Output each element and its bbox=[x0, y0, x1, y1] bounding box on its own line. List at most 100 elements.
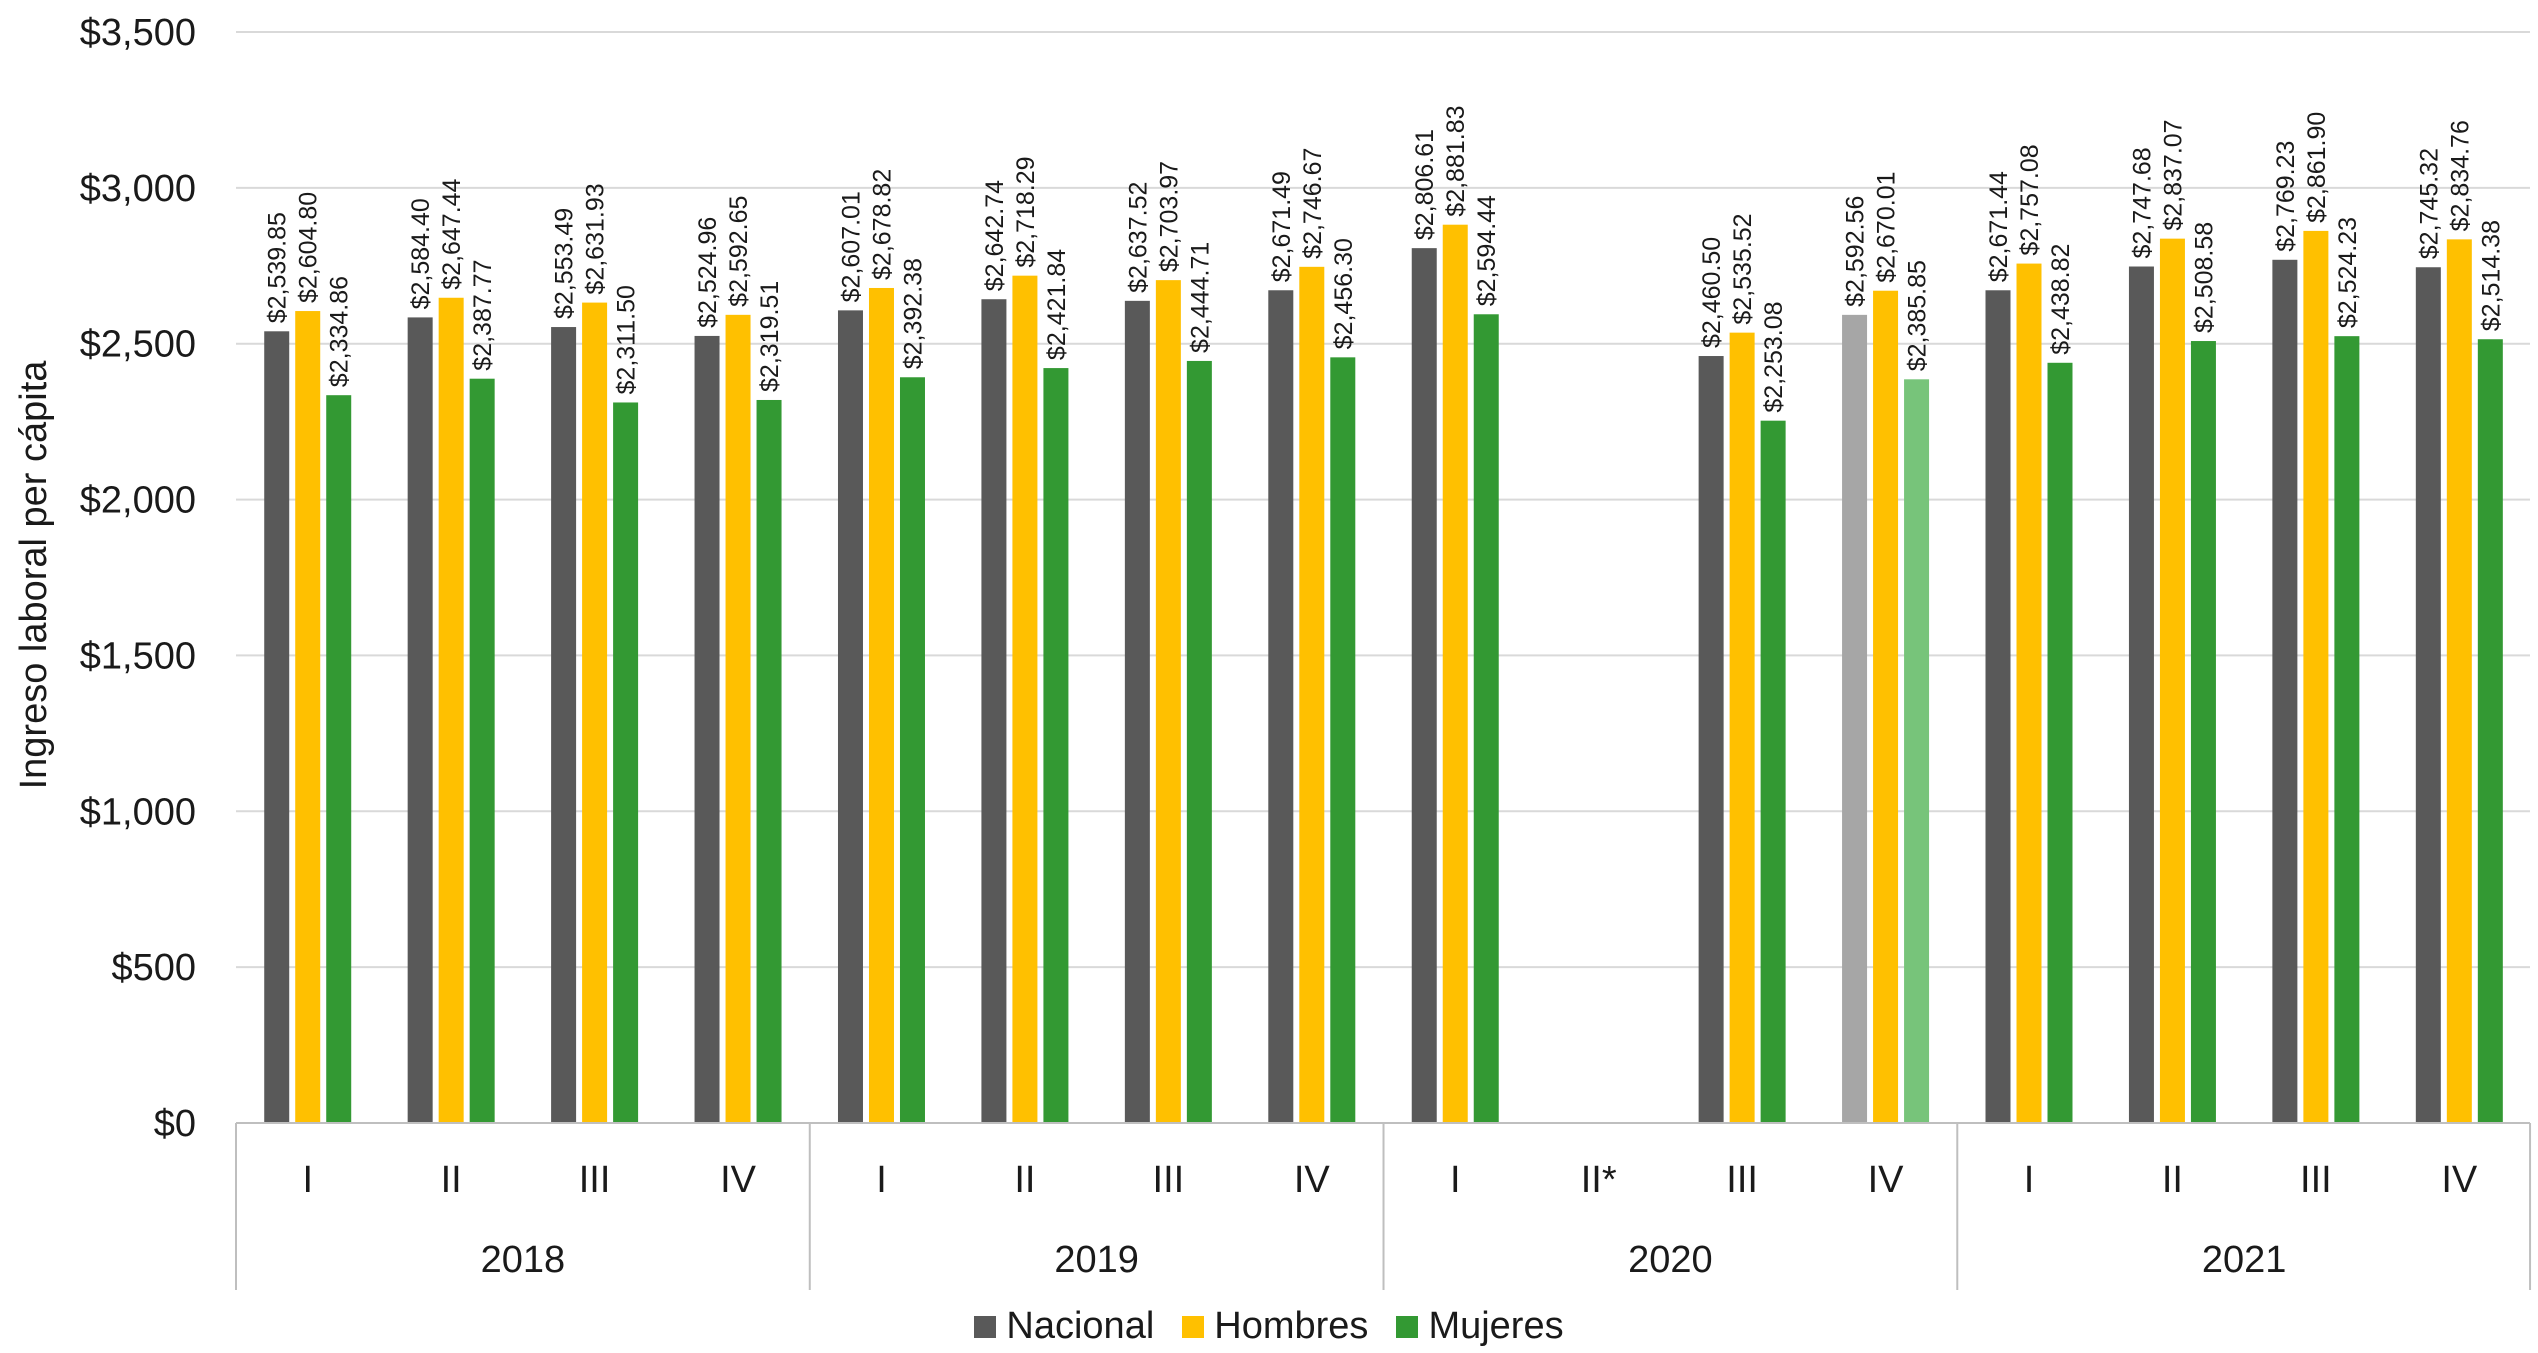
data-label: $2,861.90 bbox=[2303, 112, 2331, 223]
bar-hombres bbox=[2016, 263, 2042, 1124]
data-label: $2,438.82 bbox=[2047, 244, 2075, 355]
bar-hombres bbox=[1155, 280, 1181, 1123]
data-label: $2,253.08 bbox=[1760, 301, 1788, 412]
bar-hombres bbox=[295, 311, 321, 1123]
data-label: $2,746.67 bbox=[1299, 148, 1327, 259]
data-label: $2,508.58 bbox=[2190, 222, 2218, 333]
quarter-label: II bbox=[441, 1159, 462, 1201]
data-label: $2,670.01 bbox=[1873, 172, 1901, 283]
data-label: $2,718.29 bbox=[1012, 156, 1040, 267]
legend-label-mujeres: Mujeres bbox=[1428, 1305, 1564, 1347]
bar-hombres bbox=[2159, 238, 2185, 1123]
legend-swatch-hombres bbox=[1182, 1315, 1205, 1338]
data-label: $2,631.93 bbox=[582, 183, 610, 294]
data-label: $2,553.49 bbox=[551, 208, 579, 319]
bar-chart: Ingreso laboral per cápita $0 $500 $1,000 $… bbox=[13, 12, 2532, 1290]
bar-mujeres bbox=[613, 402, 639, 1124]
data-label: $2,514.38 bbox=[2477, 220, 2505, 331]
legend-item-mujeres: Mujeres bbox=[1396, 1305, 1564, 1348]
y-tick-label: $0 bbox=[154, 1103, 196, 1145]
bars bbox=[264, 224, 2503, 1124]
quarter-label: I bbox=[2024, 1159, 2035, 1201]
data-label: $2,757.08 bbox=[2016, 144, 2044, 255]
data-label: $2,592.56 bbox=[1842, 196, 1870, 307]
bar-nacional bbox=[2128, 266, 2154, 1123]
data-label: $2,456.30 bbox=[1330, 238, 1358, 349]
y-tick-label: $2,500 bbox=[80, 324, 196, 366]
bar-nacional bbox=[2415, 267, 2441, 1124]
data-label: $2,421.84 bbox=[1043, 249, 1071, 360]
data-label: $2,319.51 bbox=[756, 281, 784, 392]
data-label: $2,607.01 bbox=[837, 191, 865, 302]
bar-mujeres bbox=[1186, 360, 1212, 1123]
quarter-label: IV bbox=[2441, 1159, 2478, 1201]
year-label: 2019 bbox=[1054, 1239, 1139, 1281]
data-label: $2,769.23 bbox=[2272, 141, 2300, 252]
data-label: $2,747.68 bbox=[2128, 147, 2156, 258]
legend-swatch-nacional bbox=[974, 1315, 997, 1338]
data-label: $2,881.83 bbox=[1442, 105, 1470, 216]
quarter-label: IV bbox=[1294, 1159, 1331, 1201]
data-label: $2,642.74 bbox=[981, 180, 1009, 291]
bar-hombres bbox=[1873, 290, 1899, 1123]
bar-hombres bbox=[2303, 230, 2329, 1123]
y-tick-label: $500 bbox=[111, 947, 196, 989]
data-label: $2,834.76 bbox=[2446, 120, 2474, 231]
bar-nacional bbox=[1698, 356, 1724, 1124]
quarter-label: II bbox=[2162, 1159, 2183, 1201]
bar-hombres bbox=[1012, 275, 1038, 1123]
quarter-label: II bbox=[1014, 1159, 1035, 1201]
bar-nacional bbox=[1985, 290, 2011, 1123]
bar-mujeres bbox=[1473, 314, 1499, 1123]
quarter-label: I bbox=[876, 1159, 887, 1201]
legend-label-nacional: Nacional bbox=[1006, 1305, 1155, 1347]
y-axis-title: Ingreso laboral per cápita bbox=[13, 360, 55, 790]
y-tick-label: $3,500 bbox=[80, 12, 196, 54]
legend-item-hombres: Hombres bbox=[1182, 1305, 1368, 1348]
data-label: $2,637.52 bbox=[1124, 182, 1152, 293]
y-axis-ticks: $0 $500 $1,000 $1,500 $2,000 $2,500 $3,000 $3,5… bbox=[80, 12, 196, 1145]
bar-mujeres bbox=[899, 377, 925, 1123]
data-label: $2,806.61 bbox=[1411, 129, 1439, 240]
bar-hombres bbox=[868, 287, 894, 1124]
data-label: $2,524.96 bbox=[694, 217, 722, 328]
data-label: $2,334.86 bbox=[326, 276, 354, 387]
bar-nacional bbox=[2272, 259, 2298, 1123]
bar-nacional bbox=[264, 331, 290, 1123]
bar-mujeres bbox=[2190, 341, 2216, 1123]
y-tick-label: $2,000 bbox=[80, 480, 196, 522]
data-label: $2,535.52 bbox=[1729, 213, 1757, 324]
data-label: $2,539.85 bbox=[264, 212, 292, 323]
data-labels: $2,539.85 $2,604.80$2,334.86$2,584.40 $2,6… bbox=[264, 105, 2506, 412]
quarter-label: IV bbox=[720, 1159, 757, 1201]
bar-hombres bbox=[438, 297, 464, 1123]
quarter-label: IV bbox=[1868, 1159, 1905, 1201]
bar-mujeres bbox=[1043, 368, 1069, 1123]
data-label: $2,392.38 bbox=[899, 258, 927, 369]
bar-mujeres bbox=[469, 378, 495, 1123]
year-label: 2020 bbox=[1628, 1239, 1713, 1281]
legend-label-hombres: Hombres bbox=[1214, 1305, 1369, 1347]
bar-hombres bbox=[1729, 332, 1755, 1123]
data-label: $2,703.97 bbox=[1155, 161, 1183, 272]
legend-item-nacional: Nacional bbox=[974, 1305, 1154, 1348]
quarter-label: I bbox=[302, 1159, 313, 1201]
bar-nacional bbox=[1124, 300, 1150, 1123]
bar-mujeres bbox=[1330, 357, 1356, 1124]
data-label: $2,592.65 bbox=[725, 196, 753, 307]
bar-nacional bbox=[981, 299, 1007, 1123]
year-label: 2018 bbox=[481, 1239, 566, 1281]
data-label: $2,387.77 bbox=[469, 259, 497, 370]
data-label: $2,594.44 bbox=[1473, 195, 1501, 306]
data-label: $2,678.82 bbox=[868, 169, 896, 280]
data-label: $2,671.49 bbox=[1268, 171, 1296, 282]
bar-nacional bbox=[837, 310, 863, 1123]
bar-hombres bbox=[2446, 239, 2472, 1123]
bar-mujeres bbox=[2334, 336, 2360, 1123]
bar-nacional bbox=[1268, 290, 1294, 1123]
bar-hombres bbox=[725, 314, 751, 1123]
data-label: $2,671.44 bbox=[1985, 171, 2013, 282]
data-label: $2,444.71 bbox=[1186, 242, 1214, 353]
y-tick-label: $1,000 bbox=[80, 791, 196, 833]
bar-mujeres bbox=[326, 395, 352, 1123]
